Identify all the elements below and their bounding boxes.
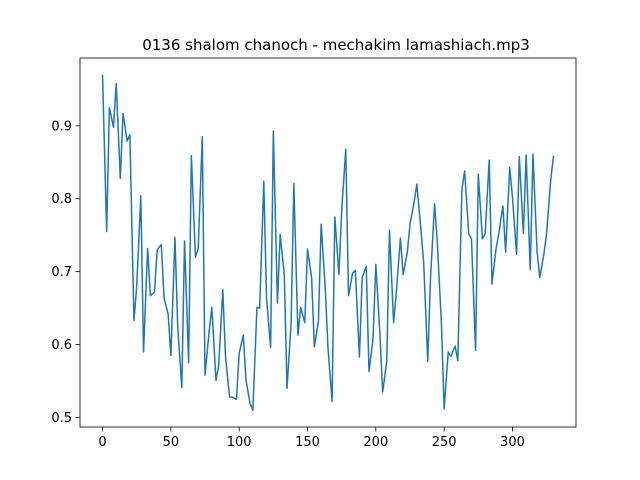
x-tick-label: 150	[295, 435, 320, 450]
x-tick-label: 200	[363, 435, 388, 450]
y-tick-label: 0.8	[51, 192, 72, 207]
plot-frame	[79, 57, 577, 428]
y-tick-label: 0.9	[51, 119, 72, 134]
y-tick-label: 0.5	[51, 411, 72, 426]
x-tick-label: 250	[432, 435, 457, 450]
series-line	[101, 74, 555, 411]
chart-title: 0136 shalom chanoch - mechakim lamashiac…	[142, 36, 530, 54]
x-axis: 0 50 100 150 200 250 300	[98, 427, 525, 450]
y-tick-label: 0.7	[51, 265, 72, 280]
x-tick-label: 0	[98, 435, 106, 450]
y-tick-label: 0.6	[51, 338, 72, 353]
x-tick-label: 300	[500, 435, 525, 450]
y-axis: 0.5 0.6 0.7 0.8 0.9	[51, 119, 80, 426]
x-tick-label: 50	[163, 435, 180, 450]
x-tick-label: 100	[227, 435, 252, 450]
